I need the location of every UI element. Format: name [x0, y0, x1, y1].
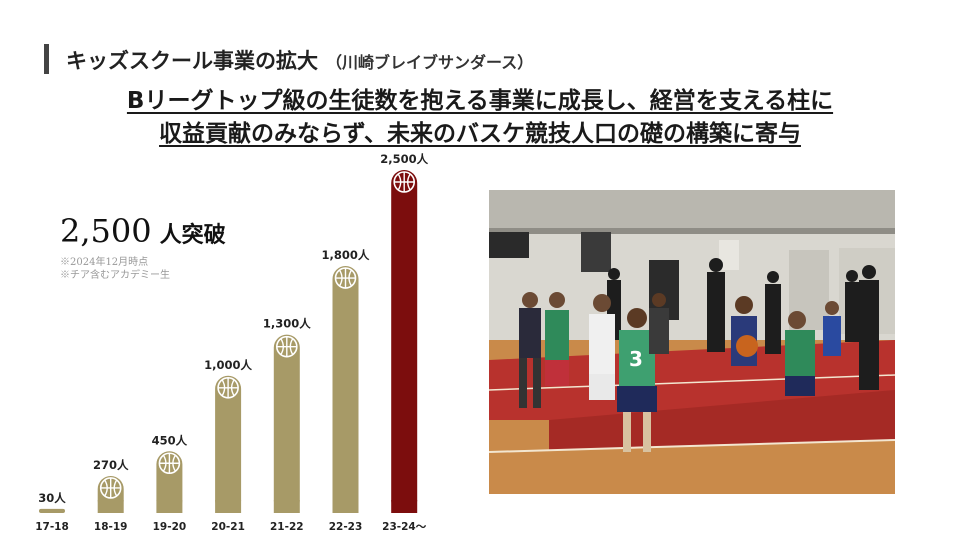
value-label: 1,800人 — [322, 248, 370, 262]
category-label: 18-19 — [94, 521, 128, 533]
value-label: 450人 — [152, 433, 188, 447]
milestone-note-date: ※2024年12月時点 — [60, 257, 149, 268]
value-label: 2,500人 — [380, 152, 428, 166]
category-label: 19-20 — [153, 521, 187, 533]
basketball-icon — [99, 477, 122, 499]
value-label: 1,300人 — [263, 317, 311, 331]
bar-19-20 — [156, 451, 183, 513]
value-label: 270人 — [93, 458, 129, 472]
bar-base-20-21 — [215, 500, 242, 513]
category-label: 23-24〜 — [382, 521, 427, 533]
category-label: 20-21 — [211, 521, 245, 533]
value-label: 1,000人 — [204, 358, 252, 372]
bar-base-18-19 — [97, 500, 124, 513]
jersey-number: 3 — [629, 347, 643, 371]
bar-base-21-22 — [273, 500, 300, 513]
slide-title: キッズスクール事業の拡大 （川崎ブレイブサンダース） — [66, 45, 533, 75]
headline-line-1: Bリーグトップ級の生徒数を抱える事業に成長し、経営を支える柱に — [126, 88, 834, 114]
title-accent-bar — [44, 44, 49, 74]
basketball-icon — [275, 335, 298, 358]
bar-base-19-20 — [156, 500, 183, 513]
bar-17-18 — [39, 508, 65, 513]
kids-school-photo: 3 — [489, 190, 895, 494]
headline-line-2: 収益貢献のみならず、未来のバスケ競技人口の礎の構築に寄与 — [159, 121, 801, 147]
basketball-practice-photo: 3 — [489, 190, 895, 494]
basketball-icon — [217, 376, 239, 399]
title-main: キッズスクール事業の拡大 — [66, 49, 318, 73]
bar-20-21 — [215, 375, 242, 513]
title-sub: （川崎ブレイブサンダース） — [326, 53, 534, 72]
basketball-icon — [393, 171, 416, 193]
student-count-bar-chart: 30人 17-18 270人 18-19 450人 19-20 1,000人 20-21 1,3… — [35, 152, 428, 533]
basketball-icon — [158, 452, 181, 475]
bar-base-22-23 — [332, 500, 359, 513]
bar-22-23 — [332, 266, 359, 513]
milestone-callout: 2,500 人突破 — [60, 212, 226, 250]
basketball-icon — [334, 267, 357, 289]
category-label: 21-22 — [270, 521, 304, 533]
milestone-value: 2,500 — [60, 212, 152, 250]
value-label: 30人 — [38, 491, 66, 505]
milestone-label: 人突破 — [159, 222, 226, 248]
bar-21-22 — [273, 334, 300, 513]
bar-base-23-24〜 — [391, 500, 418, 513]
category-label: 17-18 — [35, 521, 69, 533]
milestone-note-scope: ※チア含むアカデミー生 — [60, 270, 170, 281]
category-label: 22-23 — [329, 521, 363, 533]
bar-23-24〜 — [391, 170, 418, 513]
